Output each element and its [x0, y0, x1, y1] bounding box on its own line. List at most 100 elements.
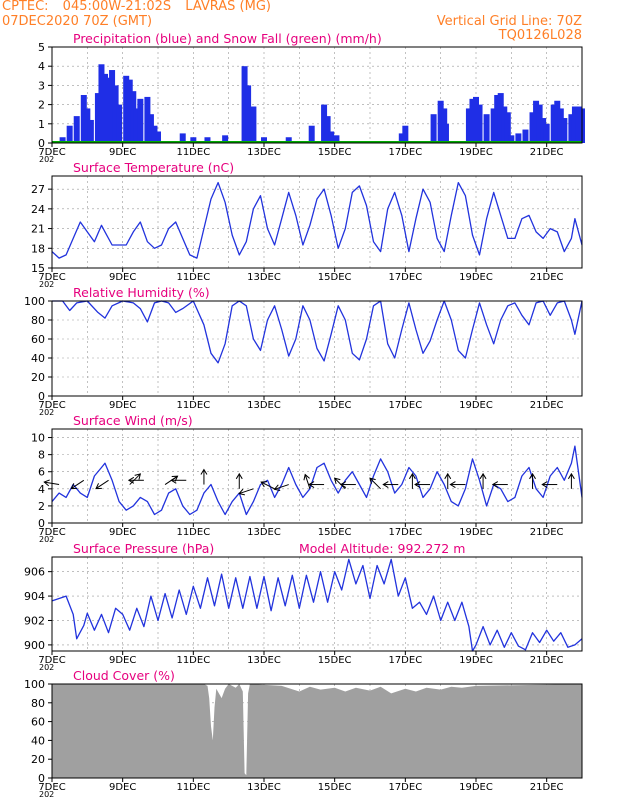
- wind-arrow-head: [339, 481, 347, 488]
- header-location: LAVRAS (MG): [185, 0, 271, 14]
- precipitation-bar: [402, 125, 409, 143]
- y-tick-label: 906: [24, 566, 45, 579]
- wind-arrow: [369, 477, 381, 490]
- wind-arrow-head: [303, 473, 310, 481]
- precipitation-bar: [437, 100, 444, 143]
- x-tick-label: 21DEC: [530, 147, 564, 158]
- wind-arrow-head: [529, 472, 536, 480]
- x-tick-label: 17DEC: [388, 147, 422, 158]
- panel-frame: [51, 556, 583, 652]
- precipitation-bar: [501, 106, 508, 143]
- x-tick-label: 11DEC: [176, 272, 210, 283]
- x-tick-label: 13DEC: [247, 655, 281, 666]
- precipitation-bar: [73, 116, 80, 143]
- x-tick-label: 19DEC: [459, 272, 493, 283]
- panel-title: Relative Humidity (%): [73, 285, 210, 300]
- x-year-stub: 202: [39, 535, 54, 544]
- precipitation-bar: [59, 137, 66, 143]
- wind-arrow-head: [382, 481, 389, 488]
- precipitation-bar: [130, 91, 137, 143]
- panel-title: Precipitation (blue) and Snow Fall (gree…: [73, 31, 382, 46]
- precipitation-bar: [87, 119, 94, 143]
- panel-2: 15 18 21 24 27 7DEC 9DEC 11DEC 13DEC 15DEC 17DEC 19…: [31, 160, 583, 289]
- y-tick-label: 100: [24, 295, 45, 308]
- x-tick-label: 21DEC: [530, 272, 564, 283]
- x-tick-label: 13DEC: [247, 527, 281, 538]
- wind-arrow-head: [170, 476, 177, 484]
- x-tick-label: 7DEC: [38, 272, 65, 283]
- x-tick-label: 9DEC: [109, 147, 136, 158]
- precipitation-bar: [241, 66, 248, 143]
- x-year-stub: 202: [39, 280, 54, 289]
- precipitation-bar: [66, 125, 73, 143]
- wind-arrow-head: [414, 481, 421, 488]
- precipitation-bar: [155, 131, 161, 143]
- x-tick-label: 11DEC: [176, 400, 210, 411]
- header-grid-note: Vertical Grid Line: 70Z: [436, 14, 582, 29]
- x-tick-label: 7DEC: [38, 527, 65, 538]
- precipitation-bar: [522, 129, 529, 143]
- header-source-label: CPTEC:: [2, 0, 49, 14]
- y-tick-label: 4: [38, 483, 45, 496]
- precipitation-bar: [250, 106, 257, 143]
- panel-6: 0 20 40 60 80 100 7DEC 9DEC 11DEC 13DEC 15DEC 17DEC…: [24, 668, 583, 799]
- precipitation-bar: [105, 77, 112, 143]
- y-tick-label: 902: [24, 614, 45, 627]
- precipitation-bar: [473, 96, 479, 143]
- x-tick-label: 17DEC: [388, 782, 422, 793]
- x-tick-label: 13DEC: [247, 782, 281, 793]
- x-tick-label: 21DEC: [530, 655, 564, 666]
- precipitation-bar: [533, 100, 540, 143]
- x-tick-label: 11DEC: [176, 655, 210, 666]
- precipitation-bar: [261, 137, 267, 143]
- x-tick-label: 9DEC: [109, 782, 136, 793]
- precipitation-bar: [494, 95, 501, 143]
- x-year-stub: 202: [39, 155, 54, 164]
- x-year-stub: 202: [39, 790, 54, 799]
- y-tick-label: 0: [38, 517, 45, 530]
- y-tick-label: 21: [31, 223, 45, 236]
- precipitation-bar: [147, 114, 154, 143]
- panel-annotation: Model Altitude: 992.272 m: [299, 541, 465, 556]
- x-tick-label: 21DEC: [530, 527, 564, 538]
- precipitation-bar: [575, 106, 582, 143]
- precipitation-bar: [285, 137, 292, 143]
- wind-arrow-head: [260, 481, 268, 488]
- y-tick-label: 2: [38, 500, 45, 513]
- x-tick-label: 15DEC: [318, 782, 352, 793]
- precipitation-bar: [109, 70, 116, 143]
- wind-arrow-head: [238, 488, 245, 496]
- wind-arrow: [71, 479, 85, 490]
- precipitation-bar: [126, 79, 133, 143]
- y-tick-label: 3: [38, 79, 45, 92]
- precipitation-bar: [557, 108, 564, 143]
- y-tick-label: 4: [38, 60, 45, 73]
- precipitation-bar: [398, 133, 405, 143]
- y-tick-label: 2: [38, 99, 45, 112]
- wind-arrow: [239, 488, 254, 495]
- precipitation-bar: [123, 75, 130, 143]
- x-tick-label: 21DEC: [530, 400, 564, 411]
- series-line: [51, 558, 583, 652]
- wind-arrow-head: [408, 472, 416, 480]
- y-tick-label: 904: [24, 590, 45, 603]
- x-tick-label: 11DEC: [176, 527, 210, 538]
- precipitation-bar: [179, 133, 186, 143]
- series-line: [51, 181, 583, 259]
- precipitation-bar: [116, 104, 123, 143]
- precipitation-bar: [151, 125, 158, 143]
- wind-arrow-head: [369, 477, 376, 484]
- x-tick-label: 19DEC: [459, 782, 493, 793]
- x-tick-label: 9DEC: [109, 527, 136, 538]
- header-code: TQ0126L028: [498, 28, 582, 43]
- y-tick-label: 10: [31, 432, 45, 445]
- panel-title: Cloud Cover (%): [73, 668, 175, 683]
- precipitation-bar: [430, 114, 437, 143]
- precipitation-bar: [204, 137, 211, 143]
- precipitation-bar: [483, 114, 490, 143]
- x-tick-label: 11DEC: [176, 782, 210, 793]
- precipitation-bar: [94, 93, 101, 143]
- wind-arrow-head: [171, 475, 179, 482]
- wind-arrow-head: [444, 472, 452, 480]
